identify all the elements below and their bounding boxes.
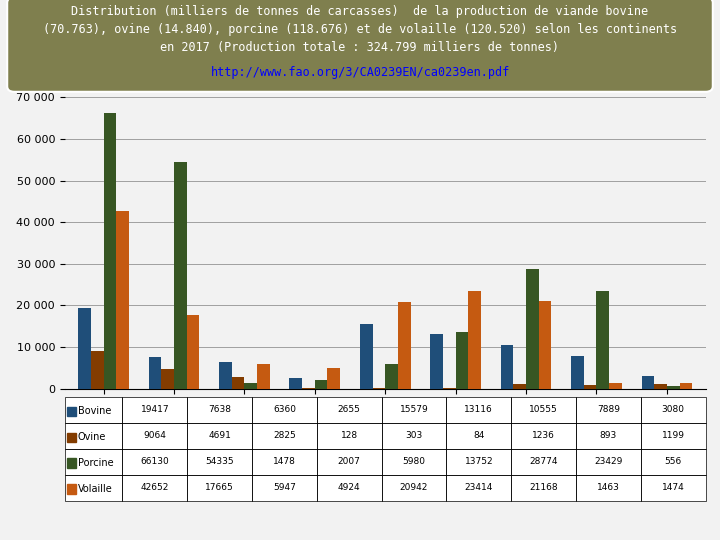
Bar <box>315 381 328 389</box>
Text: 1463: 1463 <box>597 483 620 492</box>
Text: 5947: 5947 <box>273 483 296 492</box>
Bar <box>456 332 468 389</box>
Text: 303: 303 <box>405 431 423 440</box>
Text: 21168: 21168 <box>529 483 558 492</box>
Bar <box>513 383 526 389</box>
Text: 4924: 4924 <box>338 483 361 492</box>
Bar <box>328 368 340 389</box>
Bar <box>174 163 186 389</box>
Bar <box>161 369 174 389</box>
Bar <box>257 364 270 389</box>
Text: 23414: 23414 <box>464 483 493 492</box>
Text: 6360: 6360 <box>273 406 296 414</box>
Text: 2007: 2007 <box>338 457 361 466</box>
Text: 17665: 17665 <box>205 483 234 492</box>
Bar <box>360 324 372 389</box>
Bar <box>91 351 104 389</box>
Text: 1236: 1236 <box>532 431 555 440</box>
Bar <box>148 357 161 389</box>
Text: 2655: 2655 <box>338 406 361 414</box>
Bar <box>219 362 232 389</box>
Text: 4691: 4691 <box>208 431 231 440</box>
Bar <box>526 269 539 389</box>
Bar <box>186 315 199 389</box>
Bar <box>289 378 302 389</box>
Bar <box>584 385 596 389</box>
Text: 7638: 7638 <box>208 406 231 414</box>
Text: Porcine: Porcine <box>78 458 113 468</box>
Bar <box>642 376 654 389</box>
Text: http://www.fao.org/3/CA0239EN/ca0239en.pdf: http://www.fao.org/3/CA0239EN/ca0239en.p… <box>210 66 510 79</box>
Text: Distribution (milliers de tonnes de carcasses)  de la production de viande bovin: Distribution (milliers de tonnes de carc… <box>43 5 677 54</box>
Text: 84: 84 <box>473 431 485 440</box>
Text: 20942: 20942 <box>400 483 428 492</box>
Text: 15579: 15579 <box>400 406 428 414</box>
Text: Volaille: Volaille <box>78 484 112 494</box>
Text: 54335: 54335 <box>205 457 234 466</box>
Text: 3080: 3080 <box>662 406 685 414</box>
Bar <box>654 384 667 389</box>
Text: 7889: 7889 <box>597 406 620 414</box>
Text: 10555: 10555 <box>529 406 558 414</box>
Bar <box>468 291 481 389</box>
Bar <box>431 334 443 389</box>
Bar <box>104 113 116 389</box>
Text: Ovine: Ovine <box>78 432 106 442</box>
Text: 9064: 9064 <box>143 431 166 440</box>
Text: 5980: 5980 <box>402 457 426 466</box>
Bar <box>609 383 622 389</box>
Text: 128: 128 <box>341 431 358 440</box>
Text: 893: 893 <box>600 431 617 440</box>
Bar <box>539 301 552 389</box>
Bar <box>398 301 410 389</box>
Text: Bovine: Bovine <box>78 406 111 416</box>
Text: 1474: 1474 <box>662 483 685 492</box>
Text: 66130: 66130 <box>140 457 169 466</box>
Text: 556: 556 <box>665 457 682 466</box>
Text: 28774: 28774 <box>529 457 558 466</box>
Bar <box>667 387 680 389</box>
Bar <box>78 308 91 389</box>
Text: 1478: 1478 <box>273 457 296 466</box>
Bar <box>244 383 257 389</box>
Text: 42652: 42652 <box>140 483 169 492</box>
Bar <box>596 291 609 389</box>
Bar <box>116 211 129 389</box>
Bar <box>571 356 584 389</box>
Text: 13116: 13116 <box>464 406 493 414</box>
Text: 1199: 1199 <box>662 431 685 440</box>
Bar <box>500 345 513 389</box>
Text: 23429: 23429 <box>594 457 623 466</box>
Bar <box>385 364 398 389</box>
Bar <box>232 377 244 389</box>
Bar <box>680 383 692 389</box>
Text: 2825: 2825 <box>273 431 296 440</box>
Text: 13752: 13752 <box>464 457 493 466</box>
Bar <box>372 388 385 389</box>
Text: 19417: 19417 <box>140 406 169 414</box>
